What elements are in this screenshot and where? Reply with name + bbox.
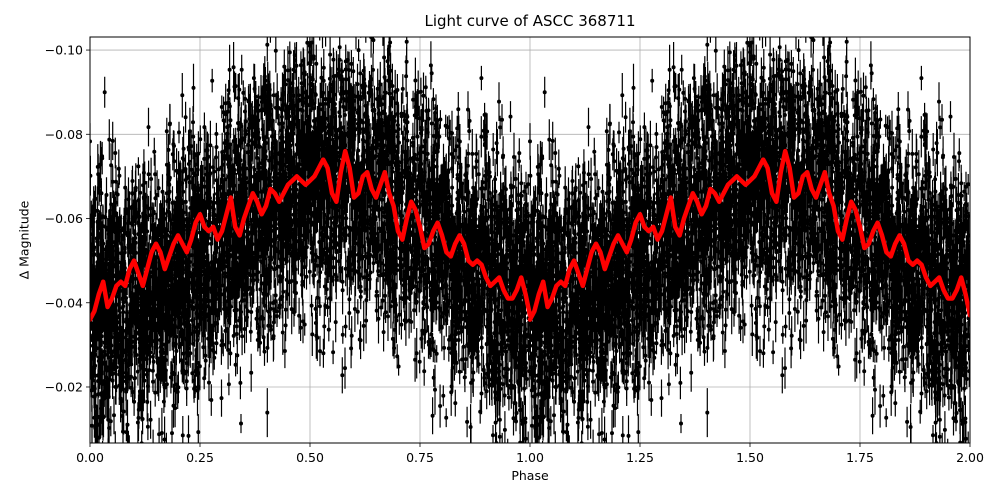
x-tick-label: 1.00 (516, 450, 544, 465)
x-tick-label: 0.25 (186, 450, 214, 465)
x-tick-label: 1.25 (626, 450, 654, 465)
y-tick-label: −0.10 (45, 43, 83, 58)
x-tick-label: 2.00 (956, 450, 984, 465)
y-tick-label: −0.08 (45, 127, 83, 142)
x-tick-label: 0.00 (76, 450, 104, 465)
x-tick-label: 0.50 (296, 450, 324, 465)
y-tick-label: −0.06 (45, 211, 83, 226)
x-tick-label: 1.75 (846, 450, 874, 465)
x-tick-label: 1.50 (736, 450, 764, 465)
y-tick-label: −0.02 (45, 379, 83, 394)
x-tick-label: 0.75 (406, 450, 434, 465)
y-tick-label: −0.04 (45, 295, 83, 310)
